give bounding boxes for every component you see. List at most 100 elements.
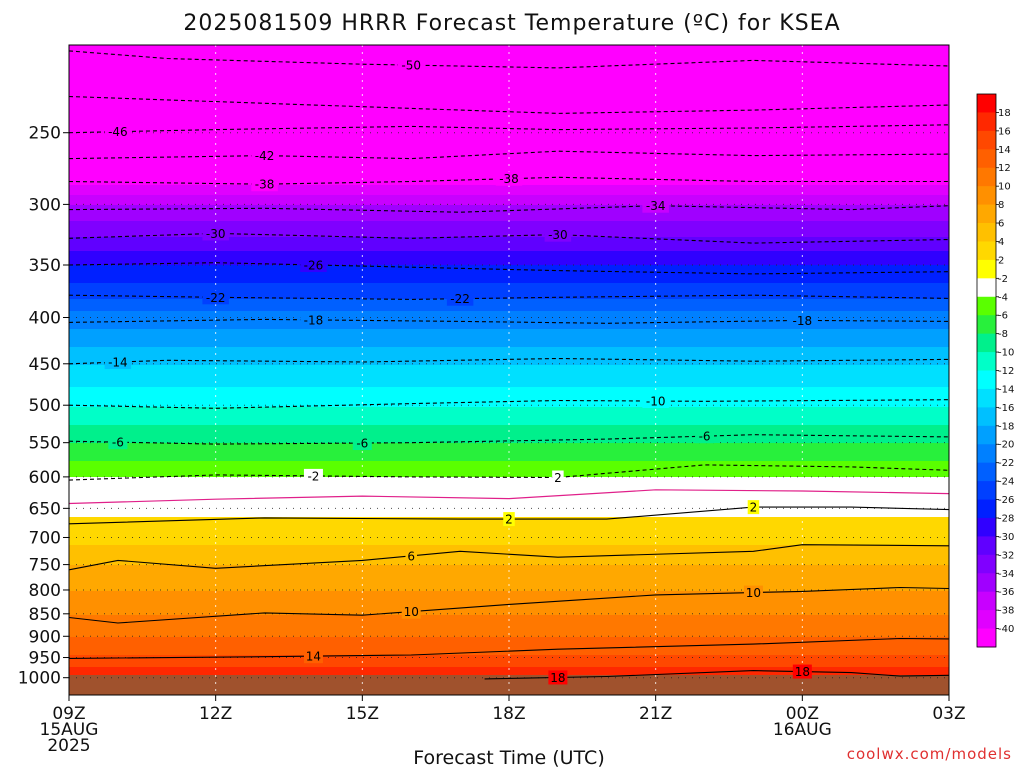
temperature-band xyxy=(69,109,949,112)
temperature-band xyxy=(69,231,949,234)
colorbar: 18 16 14 12 10 8 6 4 2 -2 -4 -6 -8 -10 -12 -14 -16 -18 -20… xyxy=(976,93,1014,648)
isotherm-label-bg xyxy=(202,290,229,305)
temperature-band xyxy=(69,287,949,290)
temperature-band xyxy=(69,405,949,408)
temperature-band xyxy=(69,327,949,330)
temperature-band xyxy=(69,585,949,588)
temperature-band xyxy=(69,645,949,648)
temperature-band xyxy=(69,679,949,682)
temperature-band xyxy=(69,55,949,58)
temperature-band xyxy=(69,193,949,196)
temperature-band xyxy=(69,673,949,676)
temperature-band xyxy=(69,259,949,262)
temperature-band xyxy=(69,487,949,490)
isotherm-label-bg xyxy=(544,227,572,242)
isotherm-line xyxy=(69,50,949,69)
y-tick-label: 600 xyxy=(29,468,61,488)
isotherm-line xyxy=(69,294,949,300)
temperature-band xyxy=(69,159,949,162)
y-tick-label: 750 xyxy=(29,556,61,576)
temperature-band xyxy=(69,99,949,102)
colorbar-label: -22 xyxy=(998,458,1014,469)
isotherm-contours xyxy=(69,50,949,680)
colorbar-swatch xyxy=(977,462,996,482)
isotherm-label-bg xyxy=(446,291,474,306)
temperature-band xyxy=(69,81,949,84)
temperature-band xyxy=(69,501,949,504)
temperature-band xyxy=(69,221,949,224)
temperature-band xyxy=(69,505,949,508)
temperature-band xyxy=(69,237,949,240)
temperature-band xyxy=(69,127,949,130)
isotherm-label: -26 xyxy=(304,258,324,272)
temperature-band xyxy=(69,201,949,204)
colorbar-label: -16 xyxy=(998,403,1014,414)
temperature-band xyxy=(69,103,949,106)
isotherm-line xyxy=(69,150,949,160)
isotherm-label-bg xyxy=(251,148,278,163)
temperature-band xyxy=(69,155,949,158)
temperature-band xyxy=(69,293,949,296)
colorbar-swatch xyxy=(977,259,996,279)
temperature-band xyxy=(69,53,949,56)
temperature-band xyxy=(69,447,949,450)
temperature-band xyxy=(69,133,949,136)
colorbar-swatch xyxy=(977,130,996,150)
isotherm-label-bg xyxy=(401,604,421,619)
isotherm-line xyxy=(69,489,949,505)
colorbar-swatch xyxy=(977,296,996,316)
isotherm-line xyxy=(69,124,949,134)
temperature-band xyxy=(69,321,949,324)
temperature-band xyxy=(69,243,949,246)
isotherm-label: -10 xyxy=(646,394,666,408)
temperature-band xyxy=(69,363,949,366)
colorbar-label: -8 xyxy=(998,329,1008,340)
isotherm-label: 10 xyxy=(404,605,419,619)
isotherm-label: -38 xyxy=(499,172,519,186)
colorbar-swatch xyxy=(977,223,996,242)
temperature-band xyxy=(69,265,949,268)
colorbar-label: -32 xyxy=(998,550,1014,561)
temperature-band xyxy=(69,329,949,332)
temperature-band xyxy=(69,61,949,64)
temperature-band xyxy=(69,691,949,694)
temperature-band xyxy=(69,49,949,52)
y-tick-label: 250 xyxy=(29,124,61,144)
temperature-band xyxy=(69,357,949,360)
temperature-band xyxy=(69,651,949,654)
isotherm-label: 2 xyxy=(750,501,758,515)
isotherm-label: -30 xyxy=(206,227,226,241)
colorbar-swatch xyxy=(977,186,996,206)
temperature-band xyxy=(69,209,949,212)
colorbar-swatch xyxy=(977,499,996,519)
isotherm-label-bg xyxy=(743,585,763,600)
temperature-band xyxy=(69,97,949,100)
temperature-band xyxy=(69,431,949,434)
temperature-band xyxy=(69,281,949,284)
isotherm-line xyxy=(69,399,949,409)
temperature-band xyxy=(69,559,949,562)
temperature-band xyxy=(69,343,949,346)
isotherm-label-bg xyxy=(552,470,564,485)
isotherm-line xyxy=(69,176,949,185)
credit-text[interactable]: coolwx.com/models xyxy=(847,745,1012,763)
colorbar-label: -40 xyxy=(998,624,1014,635)
temperature-band xyxy=(69,525,949,528)
temperature-band xyxy=(69,575,949,578)
x-axis-label: Forecast Time (UTC) xyxy=(413,747,604,768)
isotherm-line xyxy=(69,95,949,114)
colorbar-label: -12 xyxy=(998,366,1014,377)
y-tick-label: 300 xyxy=(29,195,61,215)
temperature-band xyxy=(69,459,949,462)
temperature-band xyxy=(69,665,949,668)
temperature-band xyxy=(69,477,949,480)
temperature-band xyxy=(69,355,949,358)
colorbar-swatch xyxy=(977,481,996,501)
temperature-band xyxy=(69,435,949,438)
colorbar-label: 12 xyxy=(998,163,1011,174)
isotherm-label-bg xyxy=(503,512,515,527)
colorbar-label: -26 xyxy=(998,495,1014,506)
isotherm-label: -6 xyxy=(356,437,368,451)
x-tick-label: 18Z xyxy=(492,704,525,724)
